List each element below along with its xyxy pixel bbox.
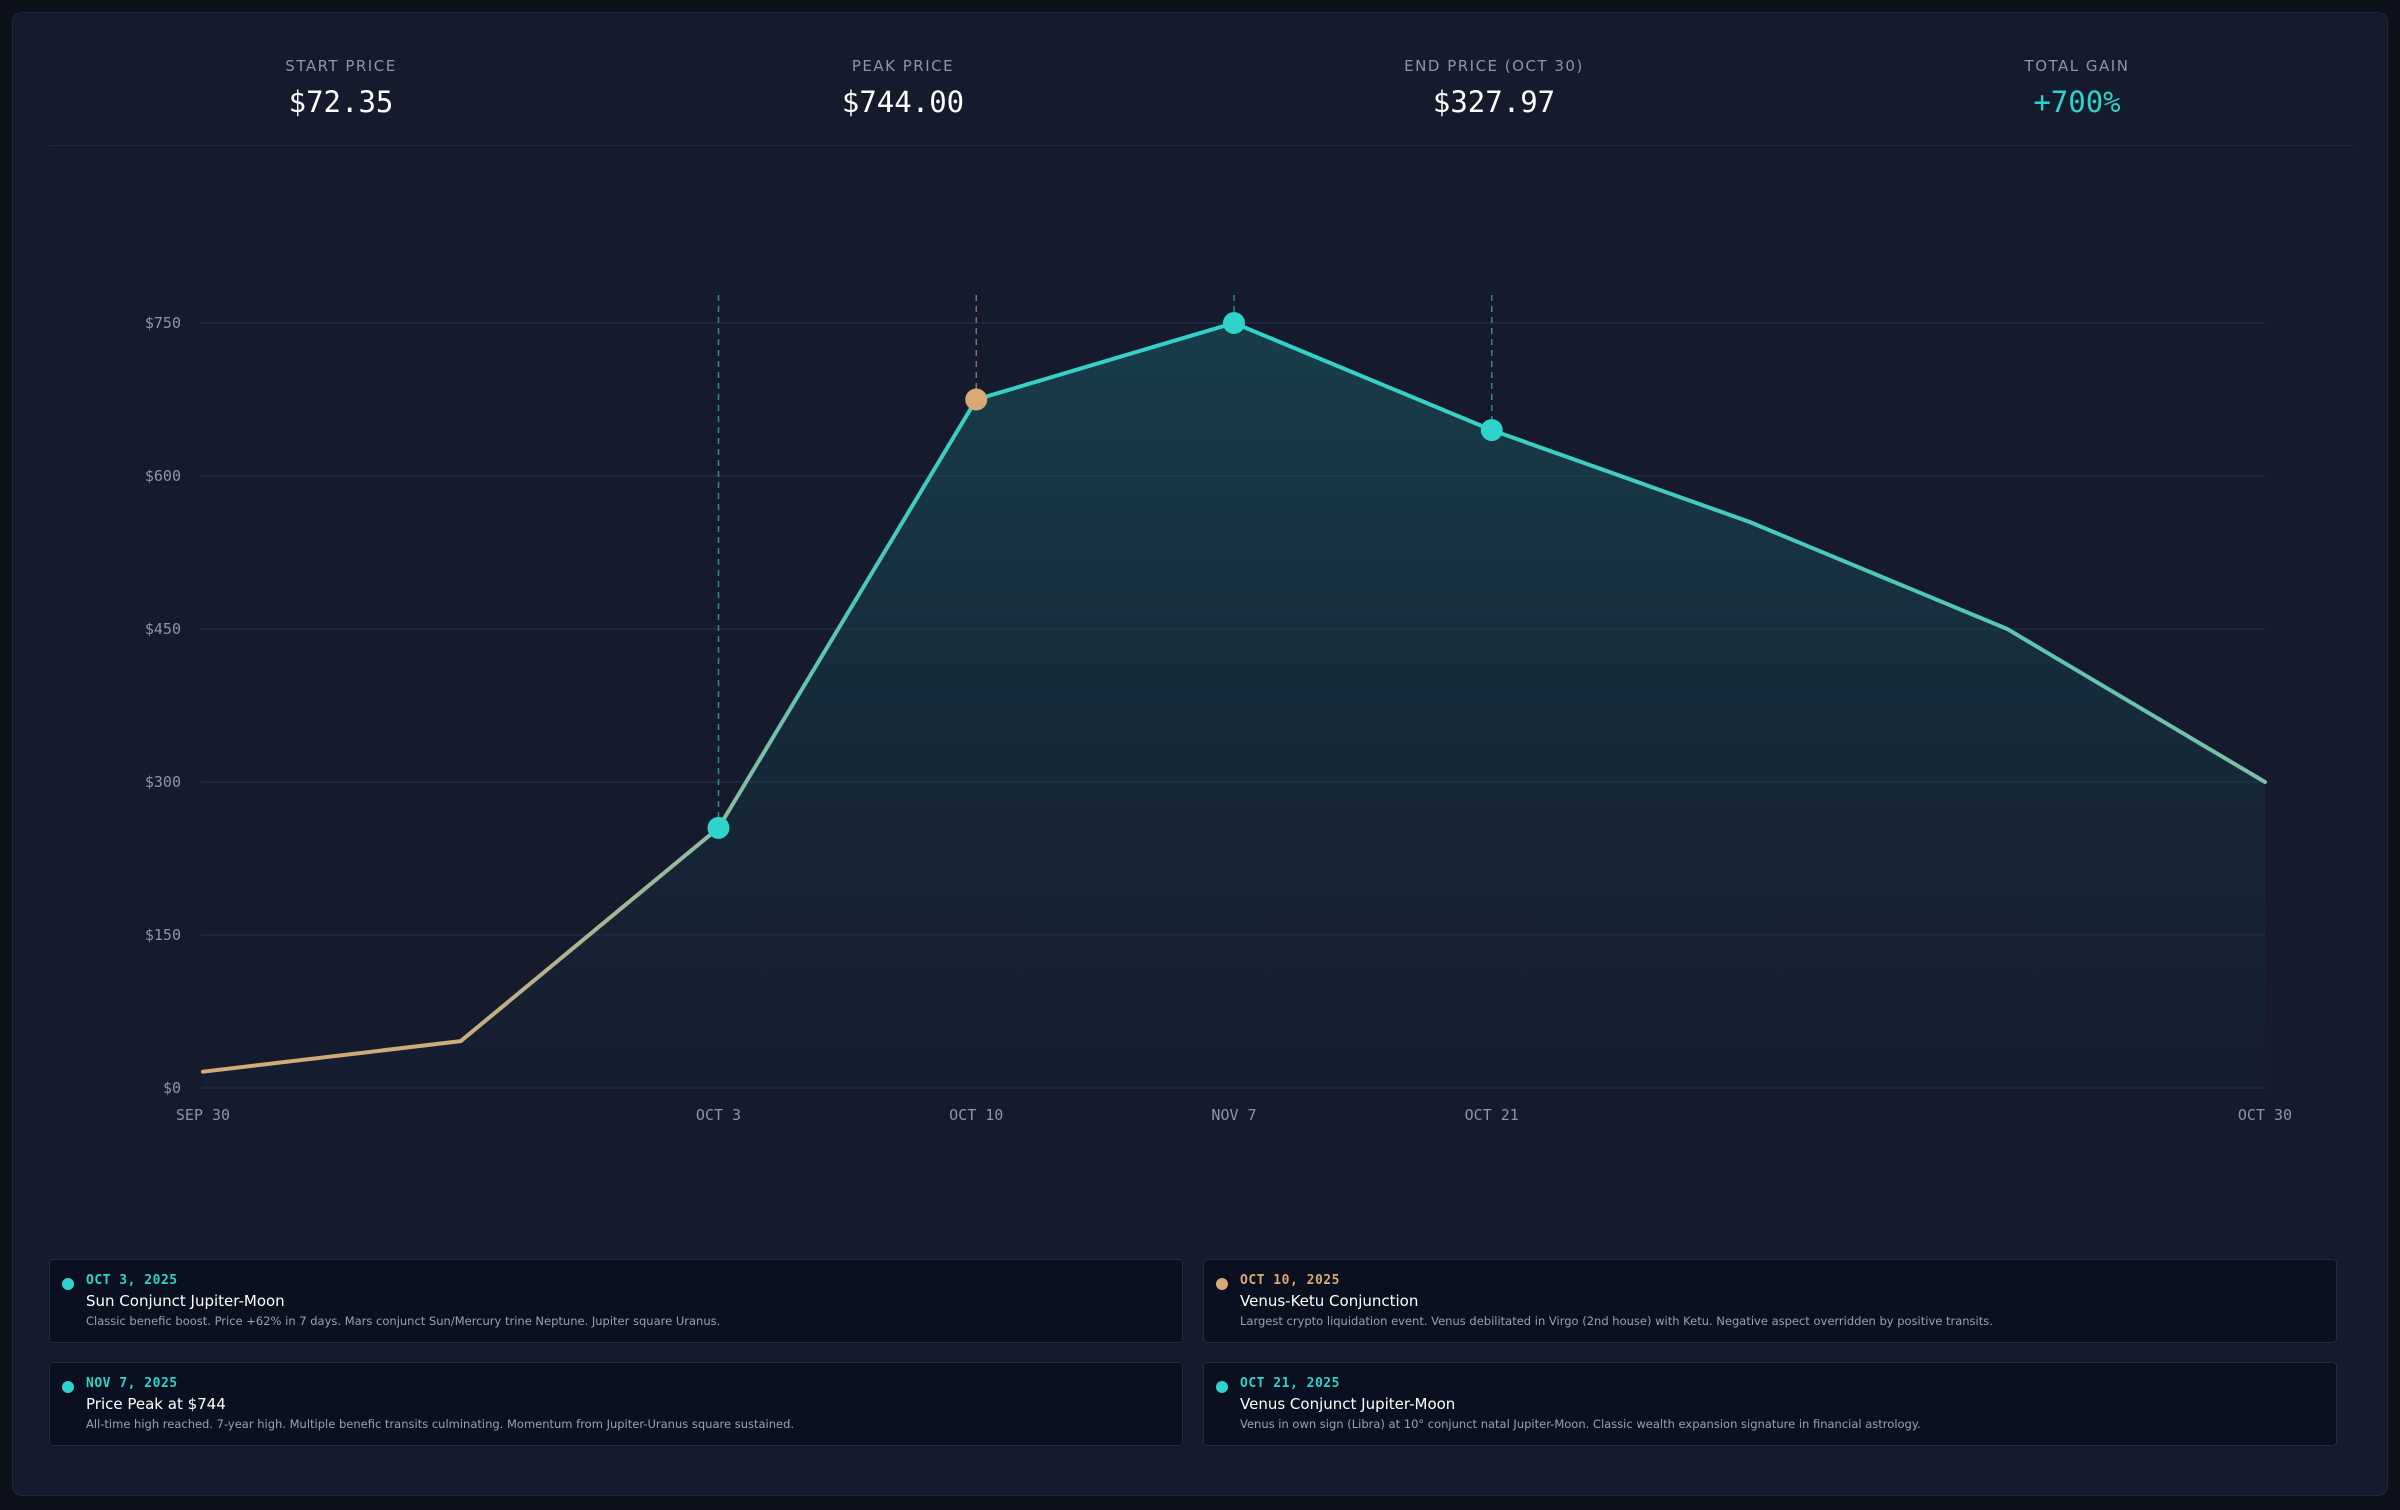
stat-peak-price: PEAK PRICE $744.00: [723, 57, 1083, 119]
event-markers: [707, 312, 1503, 839]
x-tick-label: OCT 3: [696, 1106, 741, 1124]
event-date: NOV 7, 2025: [86, 1376, 178, 1391]
event-cards: OCT 3, 2025 Sun Conjunct Jupiter-Moon Cl…: [49, 1259, 2353, 1479]
event-card-nov-7: NOV 7, 2025 Price Peak at $744 All-time …: [49, 1362, 1183, 1446]
event-marker[interactable]: [965, 388, 988, 411]
event-dot-icon: [1216, 1381, 1228, 1393]
stat-label: TOTAL GAIN: [2024, 57, 2130, 75]
x-tick-label: NOV 7: [1211, 1106, 1256, 1124]
event-dot-icon: [62, 1278, 74, 1290]
price-chart: $0 $150 $300 $450 $600 $750 SEP 30 OCT 3 OCT 10…: [145, 295, 2292, 1124]
x-tick-label: OCT 10: [949, 1106, 1003, 1124]
x-axis-labels: SEP 30 OCT 3 OCT 10 NOV 7 OCT 21 OCT 30: [176, 1106, 2292, 1124]
event-description: Largest crypto liquidation event. Venus …: [1240, 1314, 1993, 1328]
event-marker[interactable]: [1480, 419, 1503, 442]
event-description: All-time high reached. 7-year high. Mult…: [86, 1417, 795, 1431]
event-description: Classic benefic boost. Price +62% in 7 d…: [86, 1314, 721, 1328]
stat-value: +700%: [2033, 85, 2121, 119]
stats-bar: START PRICE $72.35 PEAK PRICE $744.00 EN…: [49, 13, 2353, 146]
y-tick-label: $450: [145, 620, 181, 638]
y-tick-label: $750: [145, 314, 181, 332]
stat-label: END PRICE (OCT 30): [1404, 57, 1584, 75]
event-date: OCT 21, 2025: [1240, 1376, 1340, 1391]
x-tick-label: SEP 30: [176, 1106, 230, 1124]
event-marker[interactable]: [707, 816, 730, 839]
y-axis-labels: $0 $150 $300 $450 $600 $750: [145, 314, 181, 1097]
dashboard-panel: START PRICE $72.35 PEAK PRICE $744.00 EN…: [12, 12, 2388, 1496]
y-tick-label: $150: [145, 926, 181, 944]
stat-value: $327.97: [1432, 85, 1556, 119]
event-marker[interactable]: [1223, 312, 1245, 334]
event-description: Venus in own sign (Libra) at 10° conjunc…: [1240, 1417, 1921, 1431]
x-tick-label: OCT 21: [1465, 1106, 1519, 1124]
stat-start-price: START PRICE $72.35: [161, 57, 521, 119]
price-area: [203, 323, 2265, 1088]
x-tick-label: OCT 30: [2238, 1106, 2292, 1124]
y-tick-label: $600: [145, 467, 181, 485]
event-title: Price Peak at $744: [86, 1395, 226, 1413]
y-tick-label: $300: [145, 773, 181, 791]
event-date: OCT 3, 2025: [86, 1273, 178, 1288]
stat-value: $744.00: [841, 85, 965, 119]
y-tick-label: $0: [163, 1079, 181, 1097]
event-title: Venus Conjunct Jupiter-Moon: [1240, 1395, 1456, 1413]
stat-total-gain: TOTAL GAIN +700%: [1897, 57, 2257, 119]
event-date: OCT 10, 2025: [1240, 1273, 1340, 1288]
stat-label: PEAK PRICE: [851, 57, 955, 75]
stat-value: $72.35: [288, 85, 394, 119]
event-title: Venus-Ketu Conjunction: [1240, 1292, 1419, 1310]
event-card-oct-3: OCT 3, 2025 Sun Conjunct Jupiter-Moon Cl…: [49, 1259, 1183, 1343]
event-dot-icon: [1216, 1278, 1228, 1290]
event-card-oct-21: OCT 21, 2025 Venus Conjunct Jupiter-Moon…: [1203, 1362, 2337, 1446]
event-dot-icon: [62, 1381, 74, 1393]
event-card-oct-10: OCT 10, 2025 Venus-Ketu Conjunction Larg…: [1203, 1259, 2337, 1343]
event-title: Sun Conjunct Jupiter-Moon: [86, 1292, 285, 1310]
stat-label: START PRICE: [285, 57, 397, 75]
stat-end-price: END PRICE (OCT 30) $327.97: [1314, 57, 1674, 119]
